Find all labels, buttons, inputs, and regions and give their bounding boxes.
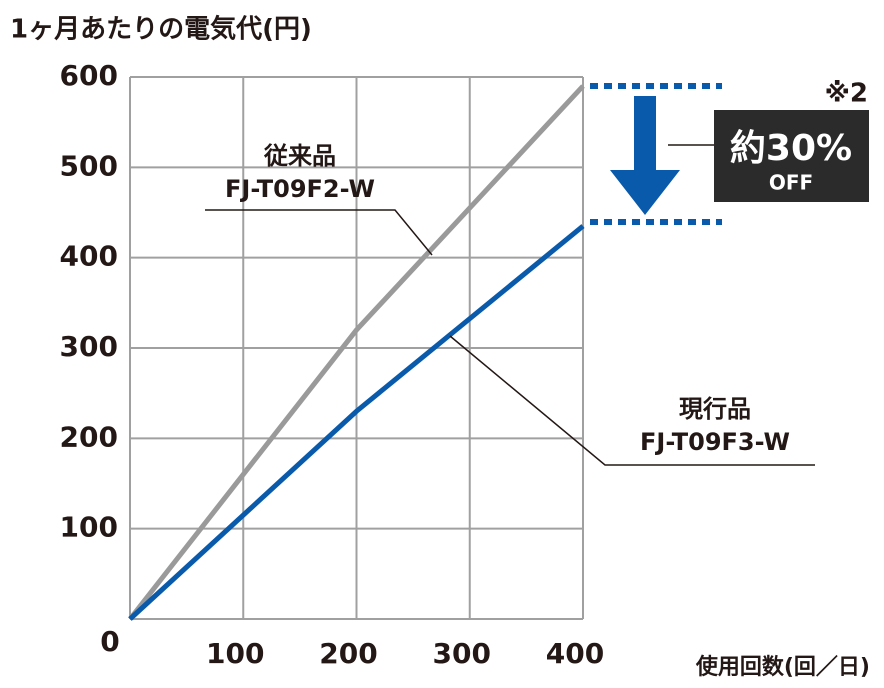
y-tick-label: 600: [60, 59, 118, 92]
badge: [714, 110, 869, 202]
note: ※2: [825, 79, 868, 109]
x-tick-label: 100: [206, 637, 264, 670]
legend-model: FJ-T09F3-W: [640, 428, 790, 456]
x-tick-label: 200: [319, 637, 377, 670]
badge-text: 約30%: [730, 128, 852, 169]
y-tick-label: 500: [60, 149, 118, 182]
chart-title: 1ヶ月あたりの電気代(円): [10, 14, 312, 45]
down-arrow: [610, 96, 680, 215]
leader-line: [449, 335, 815, 466]
leader-line: [205, 209, 433, 256]
legend-label: 従来品: [263, 142, 336, 170]
y-tick-label: 400: [60, 240, 118, 273]
series-line: [128, 84, 585, 621]
x-axis-label: 使用回数(回／日): [695, 654, 870, 680]
series-line: [128, 224, 585, 621]
plot: 100 200 300 400 500 600 0 100 200 300 400 従来品 FJ-T09…: [60, 59, 815, 670]
y-tick-label: 200: [60, 420, 118, 453]
y-tick-label: 100: [60, 511, 118, 544]
badge-sub: OFF: [769, 171, 813, 195]
y-tick-label: 300: [60, 330, 118, 363]
x-tick-label: 0: [100, 625, 119, 658]
x-tick-label: 400: [546, 637, 604, 670]
x-tick-label: 300: [433, 637, 491, 670]
legend-model: FJ-T09F2-W: [225, 175, 375, 203]
legend-label: 現行品: [679, 395, 751, 423]
